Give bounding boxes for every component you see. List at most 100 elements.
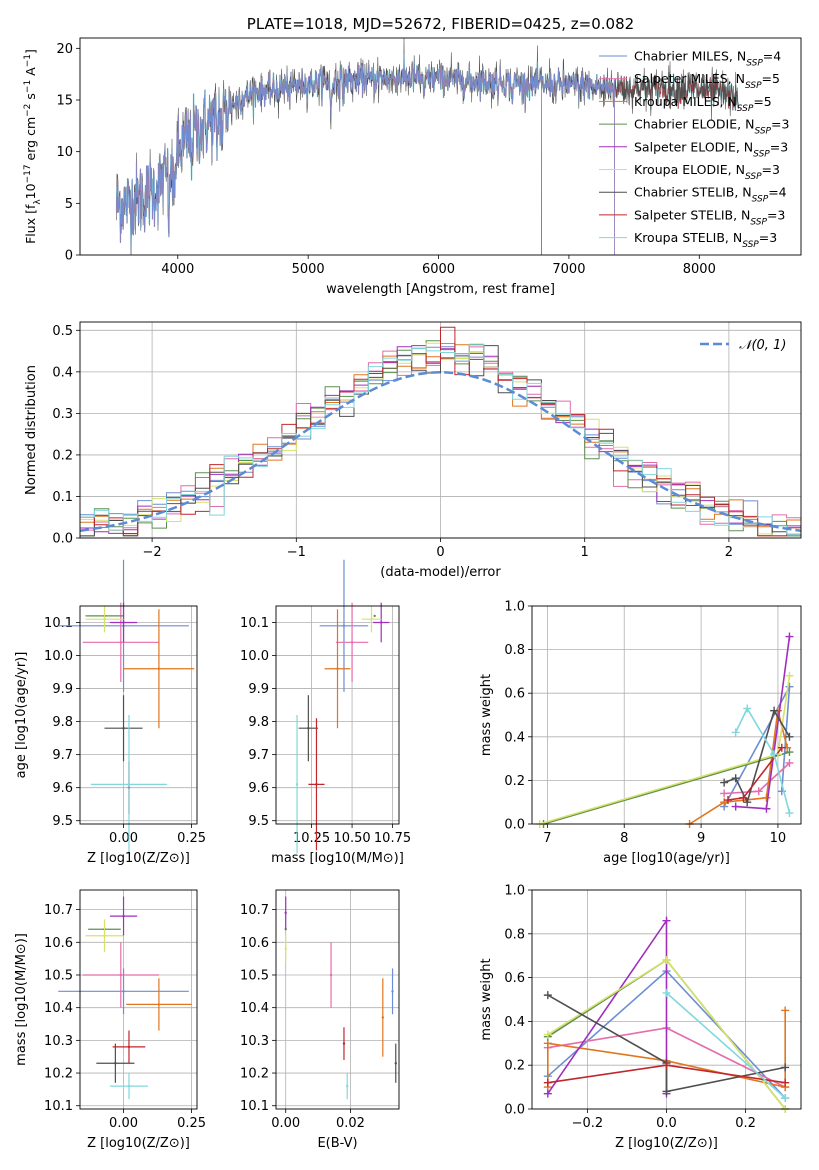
x-tick-label: 10: [770, 831, 787, 846]
weight-marker: [731, 774, 740, 783]
legend-label: Salpeter ELODIE, NSSP=3: [634, 139, 788, 159]
x-axis-label: (data-model)/error: [380, 565, 501, 580]
legend-label-main: Chabrier STELIB, N: [634, 185, 752, 200]
point-salpeter_stelib: [112, 1030, 146, 1064]
axes-frame-age_vs_mass: [275, 605, 400, 825]
weight-line-kroupa_elodie: [539, 675, 791, 825]
weight-marker: [781, 1063, 790, 1072]
x-tick-label: 8000: [683, 262, 716, 277]
y-axis-label-part: −1: [23, 80, 33, 93]
point-chabrier_stelib: [104, 695, 143, 762]
x-tick-label: 7000: [552, 262, 585, 277]
y-tick-label: 10.1: [44, 1099, 73, 1114]
legend-label-main: Salpeter STELIB, N: [634, 207, 750, 222]
y-tick-label: 9.9: [248, 682, 269, 697]
weight-marker: [785, 758, 794, 767]
data-point: [127, 1045, 131, 1049]
data-point: [119, 641, 123, 644]
y-axis-label-part: −2: [23, 104, 33, 117]
point-kroupa_stelib: [295, 715, 299, 854]
data-point: [336, 667, 339, 670]
weight-marker: [785, 809, 794, 818]
legend-label: Salpeter STELIB, NSSP=3: [634, 207, 785, 227]
weight-marker: [785, 748, 794, 757]
legend-label-main: Salpeter MILES, N: [634, 71, 745, 86]
data-point: [373, 614, 376, 618]
histogram-kroupa_stelib: [80, 343, 801, 537]
legend-label-sub: SSP: [737, 104, 754, 114]
data-point: [315, 783, 318, 786]
legend-label-main: Kroupa MILES, N: [634, 94, 737, 109]
y-tick-label: 10.2: [44, 1067, 73, 1082]
legend-label: Chabrier MILES, NSSP=4: [634, 49, 781, 69]
y-tick-label: 10.0: [240, 649, 269, 664]
y-axis-label-part: A: [23, 67, 38, 80]
point-kroupa_miles: [123, 609, 195, 729]
x-tick-label: 2: [725, 545, 733, 560]
point-salpeter_elodie: [373, 602, 390, 643]
y-tick-label: 10.6: [240, 936, 269, 951]
legend-label-suffix: =3: [767, 207, 785, 222]
spectrum-series: [115, 38, 740, 255]
gaussian-curve: [80, 371, 801, 532]
point-salpeter_miles: [329, 942, 333, 1008]
y-tick-label: 10.2: [240, 1067, 269, 1082]
axes-age_vs_mass: 10.25 10.50 10.75 9.5 9.6 9.7 9.8 9.9 10.0 10.1: [240, 606, 411, 846]
errorbars-mass_vs_ebv: [284, 896, 397, 1100]
data-point: [157, 1003, 161, 1006]
data-point: [103, 934, 106, 937]
y-tick-label: 0.4: [504, 730, 525, 745]
x-tick-label: 0.0: [656, 1116, 677, 1131]
errorbars-mass_vs_Z: [58, 896, 192, 1100]
y-tick-label: 0: [65, 249, 73, 264]
point-salpeter_stelib: [342, 1027, 346, 1060]
point-kroupa_elodie: [85, 606, 124, 633]
point-chabrier_miles: [391, 968, 394, 1015]
y-axis-label-part: 10: [23, 183, 38, 199]
legend: Chabrier MILES, NSSP=4 Salpeter MILES, N S…: [599, 49, 789, 250]
x-tick-label: −2: [143, 545, 162, 560]
y-tick-label: 10.7: [240, 903, 269, 918]
x-tick-label: 0.00: [109, 831, 138, 846]
legend-label-main: Chabrier ELODIE, N: [634, 117, 754, 132]
weight-marker: [770, 750, 779, 759]
legend-label-suffix: =5: [762, 71, 780, 86]
weight-marker: [739, 793, 748, 802]
axes-frame-mass_vs_ebv: [275, 889, 400, 1110]
point-kroupa_miles: [324, 609, 351, 729]
legend-label-main: Kroupa ELODIE, N: [634, 162, 745, 177]
data-point: [122, 990, 125, 993]
weight-marker: [720, 789, 729, 798]
y-tick-label: 0.6: [504, 971, 525, 986]
weight-marker: [785, 682, 794, 691]
point-salpeter_elodie: [109, 896, 138, 936]
y-axis-label-part: −17: [23, 164, 33, 183]
y-tick-label: 0.2: [504, 1059, 525, 1074]
data-point: [342, 1042, 346, 1045]
legend-label: Kroupa MILES, NSSP=5: [634, 94, 772, 114]
data-point: [284, 911, 287, 915]
legend-label-main: Kroupa STELIB, N: [634, 230, 742, 245]
y-tick-label: 10: [56, 145, 73, 160]
point-kroupa_elodie: [85, 919, 124, 953]
errorbars-age_vs_Z: [58, 559, 195, 854]
y-tick-label: 0.8: [504, 643, 525, 658]
axes-frame-mass_vs_Z: [79, 889, 198, 1110]
y-tick-label: 9.7: [52, 748, 73, 763]
x-tick-label: 1: [581, 545, 589, 560]
x-tick-label: −1: [287, 545, 306, 560]
y-tick-label: 0.2: [504, 774, 525, 789]
y-axis-label: mass weight: [479, 674, 494, 756]
x-tick-label: 0.02: [336, 1116, 365, 1131]
point-chabrier_elodie: [373, 614, 376, 618]
point-kroupa_elodie: [284, 935, 287, 962]
y-tick-label: 9.6: [52, 781, 73, 796]
chart-title: PLATE=1018, MJD=52672, FIBERID=0425, z=0…: [247, 15, 634, 33]
weight-marker: [770, 706, 779, 715]
weight-marker: [781, 1094, 790, 1103]
legend-label-suffix: =3: [771, 117, 789, 132]
weight-marker: [662, 956, 671, 965]
point-salpeter_miles: [82, 942, 159, 1008]
point-kroupa_miles: [381, 978, 385, 1057]
y-tick-label: 9.5: [248, 814, 269, 829]
